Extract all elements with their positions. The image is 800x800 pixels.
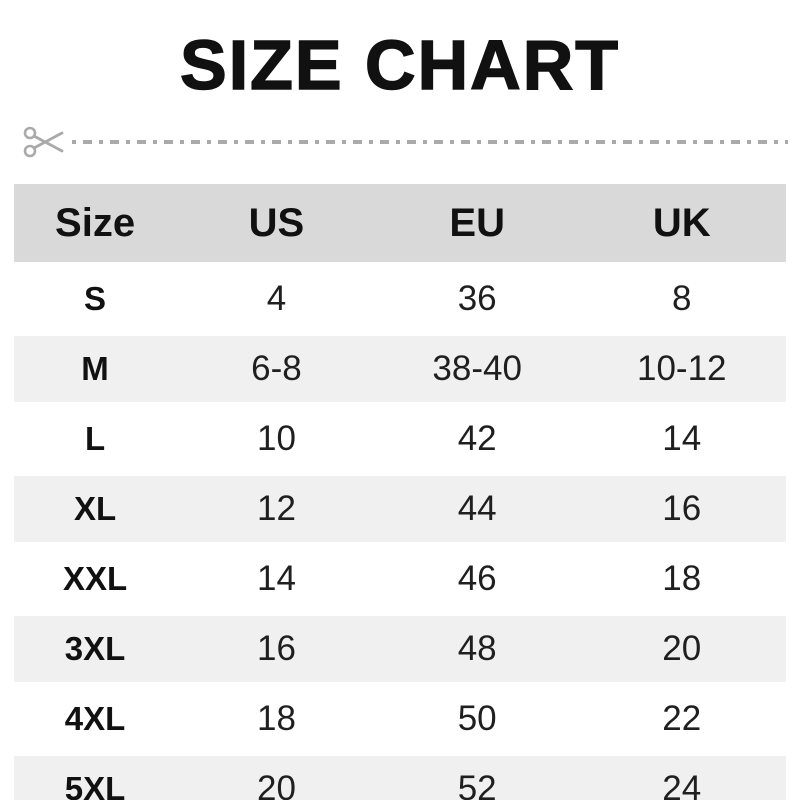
cell-us: 16 <box>257 629 296 668</box>
table-row: XXL 14 46 18 <box>14 546 786 612</box>
cell-uk: 8 <box>672 279 692 318</box>
cell-size: XL <box>73 490 117 527</box>
cell-size: 5XL <box>64 770 126 800</box>
cell-uk: 16 <box>662 489 702 528</box>
cell-eu: 52 <box>457 769 497 800</box>
table-row: L 10 42 14 <box>14 406 786 472</box>
cell-eu: 38-40 <box>432 349 522 388</box>
table-body: S 4 36 8 M 6-8 38-40 10-12 L 10 42 14 XL… <box>14 266 786 800</box>
cell-uk: 22 <box>662 699 702 738</box>
cell-us: 12 <box>257 489 296 528</box>
dashed-cut-line <box>72 140 788 144</box>
table-row: 4XL 18 50 22 <box>14 686 786 752</box>
cell-size: 3XL <box>64 630 126 667</box>
header-size: Size <box>55 200 136 245</box>
cell-uk: 14 <box>662 419 702 458</box>
cell-size: L <box>84 420 106 457</box>
cell-size: M <box>81 350 109 387</box>
header-eu: EU <box>449 200 505 245</box>
table-row: M 6-8 38-40 10-12 <box>14 336 786 402</box>
table-row: 5XL 20 52 24 <box>14 756 786 800</box>
cell-us: 10 <box>257 419 296 458</box>
cell-us: 18 <box>257 699 296 738</box>
cell-size: 4XL <box>64 700 126 737</box>
table-row: S 4 36 8 <box>14 266 786 332</box>
cell-eu: 46 <box>457 559 497 598</box>
size-chart-table: Size US EU UK S 4 36 8 M 6-8 38-40 10-12… <box>14 184 786 800</box>
cell-eu: 44 <box>457 489 497 528</box>
cell-size: S <box>84 280 107 317</box>
cell-uk: 24 <box>662 769 702 800</box>
cell-uk: 20 <box>662 629 702 668</box>
cell-us: 6-8 <box>251 349 302 388</box>
cell-eu: 42 <box>457 419 497 458</box>
cell-uk: 10-12 <box>637 349 727 388</box>
scissors-icon <box>23 126 64 158</box>
cut-line <box>22 122 788 162</box>
table-header-row: Size US EU UK <box>14 184 786 262</box>
cell-size: XXL <box>62 560 128 597</box>
cell-uk: 18 <box>662 559 702 598</box>
cell-eu: 50 <box>457 699 497 738</box>
cell-us: 4 <box>266 279 287 318</box>
cell-us: 14 <box>257 559 296 598</box>
table-row: 3XL 16 48 20 <box>14 616 786 682</box>
header-uk: UK <box>652 200 711 245</box>
page-title: SIZE CHART <box>179 26 620 104</box>
cell-us: 20 <box>257 769 296 800</box>
table-row: XL 12 44 16 <box>14 476 786 542</box>
header-us: US <box>248 200 305 245</box>
cell-eu: 48 <box>457 629 497 668</box>
cell-eu: 36 <box>457 279 497 318</box>
